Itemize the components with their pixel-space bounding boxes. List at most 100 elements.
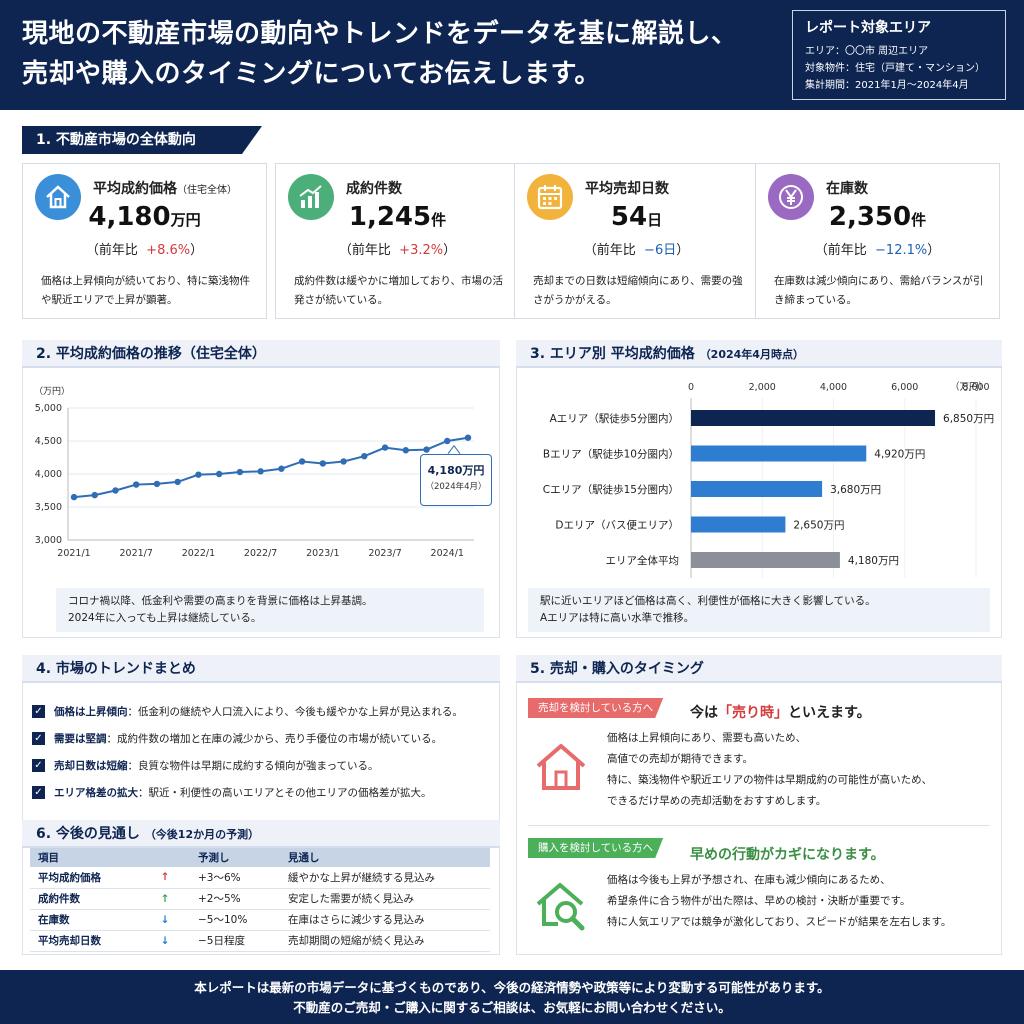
section3-title: 3. エリア別 平均成約価格 （2024年4月時点）	[516, 340, 1002, 368]
checkbox-icon: ✓	[32, 705, 45, 718]
table-row: 成約件数 ↑ +2〜5% 安定した需要が続く見込み	[30, 888, 490, 910]
kpi-card-inventory: 在庫数 2,350件 （前年比 −12.1%） 在庫数は減少傾向にあり、需給バラ…	[755, 163, 1000, 319]
x-tick-label: 8,000	[962, 382, 989, 393]
bar	[691, 481, 823, 497]
kpi-card-deals: 成約件数 1,245件 （前年比 +3.2%） 成約件数は緩やかに増加しており、…	[275, 163, 520, 319]
kpi-desc: 在庫数は減少傾向にあり、需給バランスが引き締まっている。	[774, 275, 984, 306]
callout-value: 4,180万円	[427, 464, 485, 477]
x-tick-label: 2023/7	[368, 548, 401, 559]
trend-item: ✓ 価格は上昇傾向 ：低金利の継続や人口流入により、今後も緩やかな上昇が見込まれる。	[32, 698, 502, 725]
y-tick-label: 5,000	[35, 403, 62, 414]
bar-value-label: 6,850万円	[943, 413, 994, 425]
kpi-desc: 成約件数は緩やかに増加しており、市場の活発さが続いている。	[294, 275, 503, 306]
checkbox-icon: ✓	[32, 786, 45, 799]
x-tick-label: 6,000	[891, 382, 918, 393]
data-point	[215, 470, 223, 478]
trend-item: ✓ エリア格差の拡大 ：駅近・利便性の高いエリアとその他エリアの価格差が拡大。	[32, 779, 502, 806]
kpi-yoy: （前年比 −6日）	[583, 243, 690, 258]
arrow-up-icon: ↑	[140, 888, 190, 910]
buy-headline: 早めの行動がカギになります。	[690, 847, 885, 863]
area-box-title: レポート対象エリア	[805, 20, 931, 36]
report-footer: 本レポートは最新の市場データに基づくものであり、今後の経済情勢や政策等により変動…	[0, 970, 1024, 1024]
bar-value-label: 4,180万円	[848, 555, 899, 567]
target-area-box: レポート対象エリア エリア：〇〇市 周辺エリア 対象物件：住宅（戸建て・マンショ…	[792, 10, 1006, 100]
table-row: 平均成約価格 ↑ +3〜6% 緩やかな上昇が継続する見込み	[30, 867, 490, 889]
footer-line-1: 本レポートは最新の市場データに基づくものであり、今後の経済情勢や政策等により変動…	[194, 980, 830, 995]
x-tick-label: 2,000	[749, 382, 776, 393]
data-point	[361, 452, 368, 460]
x-tick-label: 4,000	[820, 382, 847, 393]
y-tick-label: 4,000	[35, 469, 62, 480]
section3-note: 駅に近いエリアほど価格は高く、利便性が価格に大きく影響している。 Aエリアは特に…	[528, 588, 990, 632]
data-point	[70, 493, 78, 501]
kpi-desc: 売却までの日数は短縮傾向にあり、需要の強さがうかがえる。	[533, 275, 743, 306]
trend-item: ✓ 売却日数は短縮 ：良質な物件は早期に成約する傾向が強まっている。	[32, 752, 502, 779]
house-search-icon	[534, 880, 590, 936]
y-axis-unit: （万円）	[34, 386, 70, 397]
footer-line-2: 不動産のご売却・ご購入に関するご相談は、お気軽にお問い合わせください。	[293, 1000, 731, 1015]
price-trend-line-chart: （万円） 3,000 3,500 4,000 4,500 5,000 2021/1 2021/…	[34, 386, 474, 559]
house-icon	[35, 174, 81, 220]
data-point	[298, 458, 306, 465]
section5-title: 5. 売却・購入のタイミング	[516, 655, 1002, 683]
x-tick-label: 2023/1	[306, 548, 339, 559]
divider	[528, 825, 990, 826]
area-price-bar-chart: （万円） 0 2,000 4,000 6,000 8,000 Aエリア（駅徒歩5分圏内） 6,…	[543, 381, 994, 578]
bar-value-label: 4,920万円	[874, 449, 925, 461]
kpi-label: 平均売却日数	[585, 181, 669, 197]
trend-list: ✓ 価格は上昇傾向 ：低金利の継続や人口流入により、今後も緩やかな上昇が見込まれる。…	[32, 698, 502, 806]
data-point	[402, 447, 409, 454]
table-row: 在庫数 ↓ −5〜10% 在庫はさらに減少する見込み	[30, 909, 490, 931]
yen-icon	[768, 174, 814, 220]
forecast-table: 項目 予測し 見通し 平均成約価格 ↑ +3〜6% 緩やかな上昇が継続する見込み 成約…	[30, 848, 490, 952]
x-tick-label: 2022/1	[182, 548, 215, 559]
kpi-label: 成約件数	[346, 181, 402, 197]
area-box-property: 対象物件：住宅（戸建て・マンション）	[805, 63, 985, 74]
data-point	[319, 460, 327, 467]
table-header-row: 項目 予測し 見通し	[30, 848, 490, 867]
category-label: エリア全体平均	[606, 554, 680, 567]
report-title: 現地の不動産市場の動向やトレンドをデータを基に解説し、 売却や購入のタイミングに…	[22, 14, 782, 94]
buy-tag: 購入を検討している方へ	[528, 838, 663, 858]
arrow-down-icon: ↓	[140, 930, 190, 952]
kpi-card-price: 平均成約価格（住宅全体） 4,180万円 （前年比 +8.6%） 価格は上昇傾向…	[22, 163, 267, 319]
data-point	[340, 458, 347, 465]
sell-text: 価格は上昇傾向にあり、需要も高いため、 高値での売却が期待できます。 特に、築浅…	[607, 732, 933, 807]
data-point	[112, 487, 119, 494]
bar-value-label: 2,650万円	[793, 520, 844, 532]
data-point	[236, 468, 244, 476]
checkbox-icon: ✓	[32, 732, 45, 745]
bar	[691, 552, 840, 568]
sell-tag: 売却を検討している方へ	[528, 698, 663, 718]
data-point	[174, 478, 181, 486]
data-point	[195, 471, 202, 478]
area-box-area: エリア：〇〇市 周辺エリア	[805, 46, 929, 57]
area-box-period: 集計期間：2021年1月〜2024年4月	[805, 80, 969, 91]
x-axis-unit: （万円）	[950, 381, 988, 393]
trend-item: ✓ 需要は堅調 ：成約件数の増加と在庫の減少から、売り手優位の市場が続いている。	[32, 725, 502, 752]
checkbox-icon: ✓	[32, 759, 45, 772]
bar	[691, 445, 867, 462]
kpi-label: 在庫数	[826, 181, 868, 197]
category-label: Bエリア（駅徒歩10分圏内）	[543, 448, 679, 461]
data-point	[278, 465, 285, 472]
title-line-1: 現地の不動産市場の動向やトレンドをデータを基に解説し、	[22, 19, 738, 49]
category-label: Aエリア（駅徒歩5分圏内）	[550, 412, 679, 425]
table-row: 平均売却日数 ↓ −5日程度 売却期間の短縮が続く見込み	[30, 930, 490, 952]
x-tick-label: 2022/7	[244, 548, 277, 559]
x-tick-label: 2021/7	[119, 548, 152, 559]
category-label: Dエリア（バス便エリア）	[555, 519, 679, 532]
data-point	[423, 446, 430, 453]
data-point	[444, 437, 451, 445]
section6-title: 6. 今後の見通し （今後12か月の予測）	[22, 820, 500, 848]
calendar-icon	[527, 174, 573, 220]
data-point	[257, 468, 264, 475]
arrow-down-icon: ↓	[140, 909, 190, 931]
arrow-up-icon: ↑	[140, 867, 190, 889]
y-tick-label: 3,000	[35, 535, 62, 546]
bar	[691, 410, 936, 426]
bar-value-label: 3,680万円	[830, 484, 881, 496]
report-header: 現地の不動産市場の動向やトレンドをデータを基に解説し、 売却や購入のタイミングに…	[0, 0, 1024, 110]
kpi-desc: 価格は上昇傾向が続いており、特に築浅物件や駅近エリアで上昇が顕著。	[41, 275, 250, 306]
house-sell-icon	[534, 742, 588, 796]
